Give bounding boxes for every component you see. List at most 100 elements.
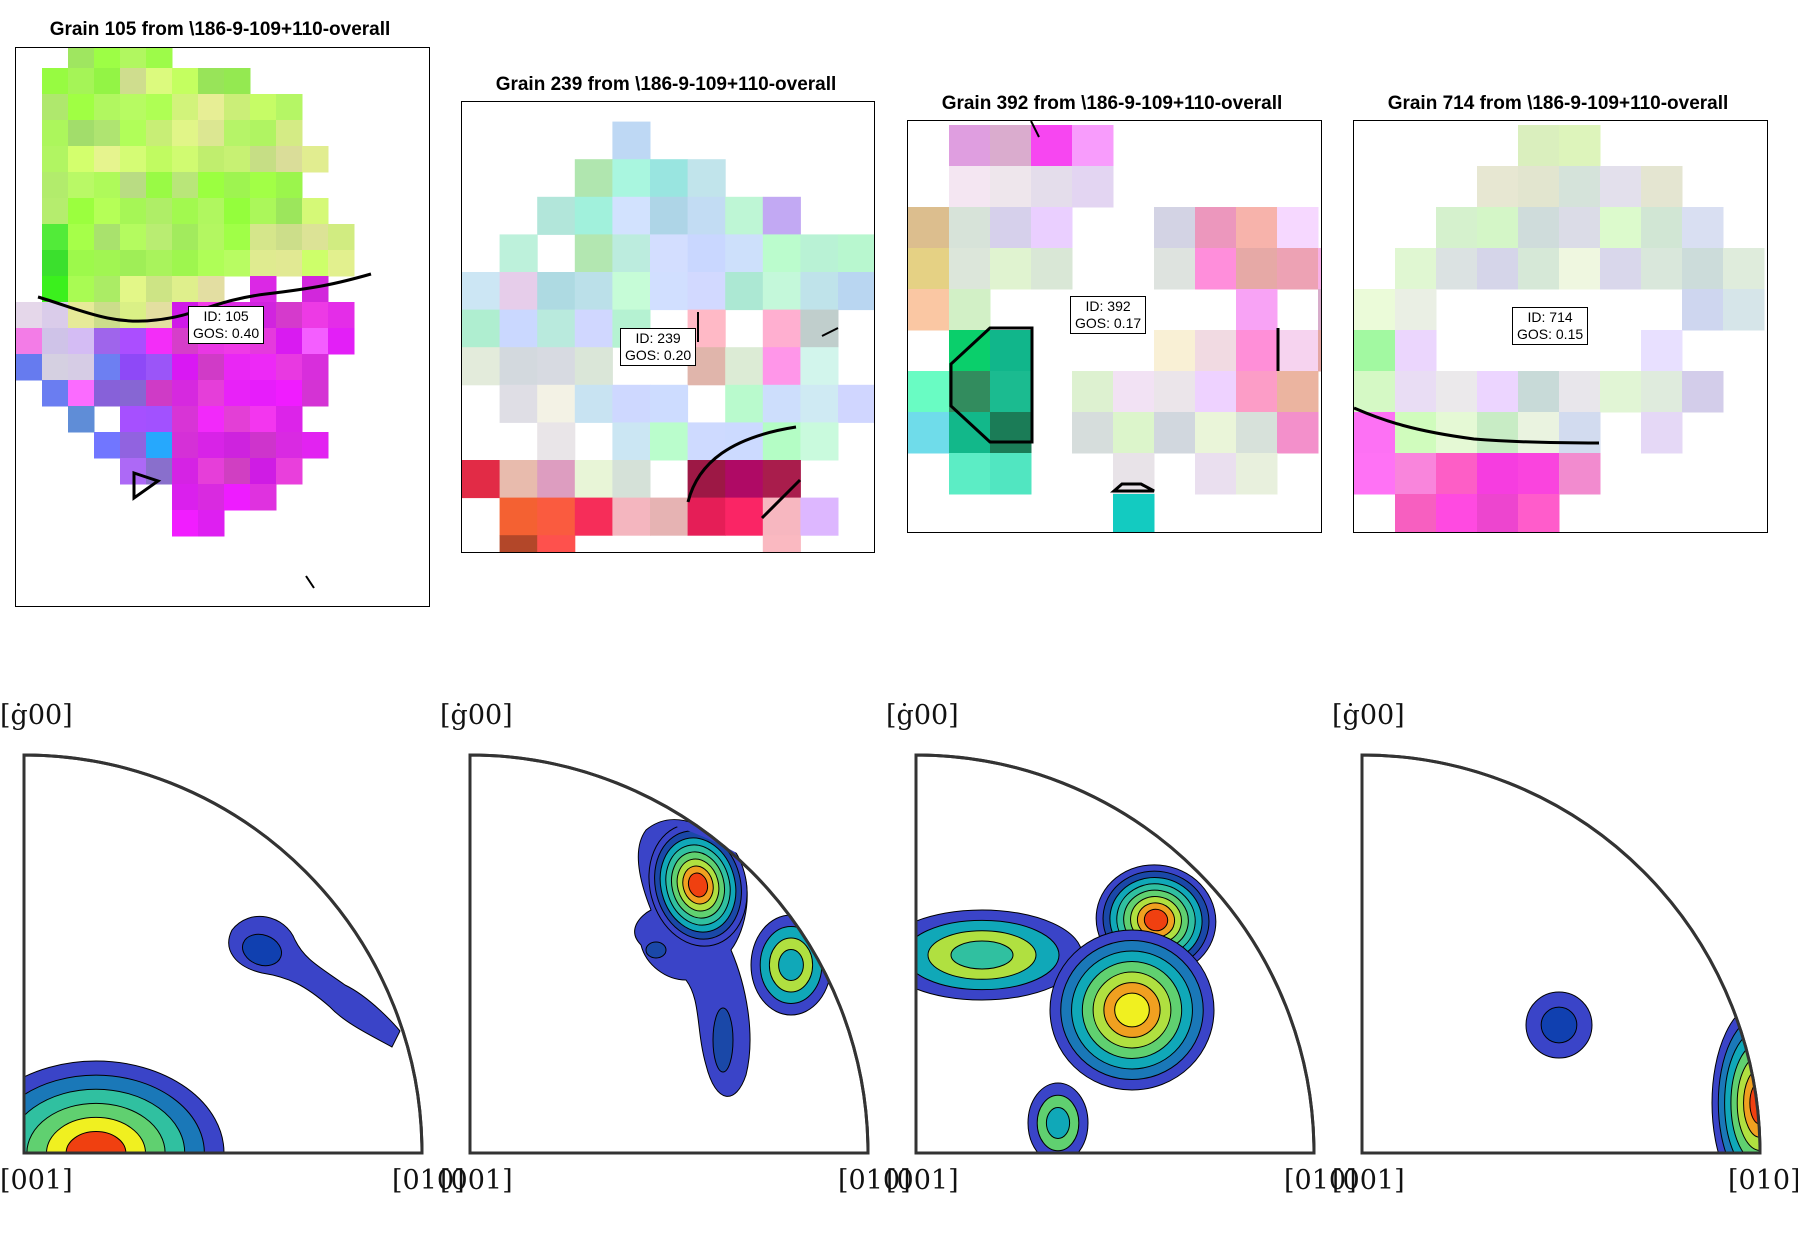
- grain-pixel: [1236, 248, 1278, 290]
- grain-pixel: [120, 172, 147, 199]
- grain-pixel: [172, 432, 199, 459]
- grain-pixel: [1236, 453, 1278, 495]
- grain-pixel: [120, 354, 147, 381]
- grain-pixel: [198, 94, 225, 121]
- pole-figure-outline: [468, 753, 870, 1155]
- grain-pixel: [1477, 248, 1519, 290]
- grain-pixel: [687, 497, 726, 536]
- grain-pixel: [68, 48, 95, 69]
- grain-pixel: [762, 234, 801, 273]
- grain-pixel: [1559, 207, 1601, 249]
- grain-pixel: [302, 250, 329, 277]
- grain-pixel: [68, 146, 95, 173]
- grain-pixel: [725, 347, 764, 386]
- grain-pixel: [250, 458, 277, 485]
- grain-pixel: [1277, 371, 1319, 413]
- grain-pixel: [224, 406, 251, 433]
- grain-pixel: [1236, 330, 1278, 372]
- grain-pixel: [762, 535, 801, 552]
- grain-pixel: [612, 121, 651, 160]
- grain-pixel: [198, 406, 225, 433]
- grain-pixel: [146, 94, 173, 121]
- grain-pixel: [198, 198, 225, 225]
- grain-pixel: [612, 422, 651, 461]
- grain-boundary: [949, 326, 1034, 444]
- grain-pixel: [146, 172, 173, 199]
- grain-pixel: [1354, 289, 1396, 331]
- pf2-left-label: [001]: [440, 1165, 513, 1196]
- grain-pixel: [172, 146, 199, 173]
- grain-pixel: [838, 384, 874, 423]
- grain-pixel: [1559, 371, 1601, 413]
- grain-pixel: [1395, 289, 1437, 331]
- grain-pixel: [1195, 248, 1237, 290]
- grain-pixel: [42, 380, 69, 407]
- grain-pixel: [1600, 207, 1642, 249]
- density-contour: [1114, 992, 1150, 1028]
- grain-392-pixels: [908, 121, 1321, 532]
- grain-pixel: [990, 412, 1032, 454]
- grain-pixel: [1641, 330, 1683, 372]
- grain-pixel: [1072, 166, 1114, 208]
- grain-pixel: [172, 120, 199, 147]
- grain-boundary: [821, 327, 839, 337]
- grain-pixel: [68, 120, 95, 147]
- grain-id-text: ID: 105: [203, 308, 249, 324]
- grain-pixel: [328, 328, 355, 355]
- grain-pixel: [224, 458, 251, 485]
- grain-pixel: [276, 302, 303, 329]
- grain-pixel: [276, 146, 303, 173]
- grain-pixel: [1436, 248, 1478, 290]
- grain-pixel: [16, 354, 43, 381]
- grain-pixel: [42, 146, 69, 173]
- grain-pixel: [172, 276, 199, 303]
- grain-pixel: [1682, 371, 1724, 413]
- grain-pixel: [276, 224, 303, 251]
- grain-pixel: [198, 432, 225, 459]
- grain-pixel: [94, 198, 121, 225]
- grain-pixel: [1395, 453, 1437, 495]
- grain-pixel: [762, 384, 801, 423]
- grain-pixel: [172, 354, 199, 381]
- grain-239-label: ID: 239 GOS: 0.20: [620, 328, 697, 366]
- grain-pixel: [1031, 207, 1073, 249]
- grain-pixel: [800, 384, 839, 423]
- grain-pixel: [250, 276, 277, 303]
- grain-pixel: [1518, 494, 1560, 532]
- density-contour: [687, 872, 709, 898]
- grain-pixel: [16, 328, 43, 355]
- grain-gos-text: GOS: 0.20: [625, 347, 692, 363]
- grain-pixel: [1236, 207, 1278, 249]
- grain-pixel: [1395, 330, 1437, 372]
- grain-pixel: [250, 432, 277, 459]
- pf4-plot: [1360, 753, 1762, 1155]
- grain-pixel: [537, 384, 576, 423]
- grain-pixel: [68, 250, 95, 277]
- grain-pixel: [146, 198, 173, 225]
- grain-pixel: [1395, 371, 1437, 413]
- grain-pixel: [302, 354, 329, 381]
- grain-pixel: [612, 272, 651, 311]
- grain-pixel: [146, 406, 173, 433]
- grain-pixel: [120, 198, 147, 225]
- grain-pixel: [146, 302, 173, 329]
- grain-pixel: [908, 289, 950, 331]
- grain-pixel: [250, 484, 277, 511]
- grain-pixel: [1154, 207, 1196, 249]
- grain-pixel: [68, 172, 95, 199]
- grain-pixel: [990, 371, 1032, 413]
- grain-pixel: [146, 276, 173, 303]
- grain-pixel: [94, 250, 121, 277]
- grain-pixel: [1518, 248, 1560, 290]
- grain-pixel: [146, 380, 173, 407]
- grain-pixel: [1354, 453, 1396, 495]
- grain-pixel: [838, 272, 874, 311]
- grain-pixel: [1154, 371, 1196, 413]
- pf2-plot: [468, 753, 870, 1155]
- grain-pixel: [198, 224, 225, 251]
- grain-pixel: [499, 234, 538, 273]
- grain-boundary: [1030, 121, 1040, 138]
- grain-pixel: [198, 458, 225, 485]
- grain-pixel: [687, 196, 726, 235]
- grain-pixel: [250, 380, 277, 407]
